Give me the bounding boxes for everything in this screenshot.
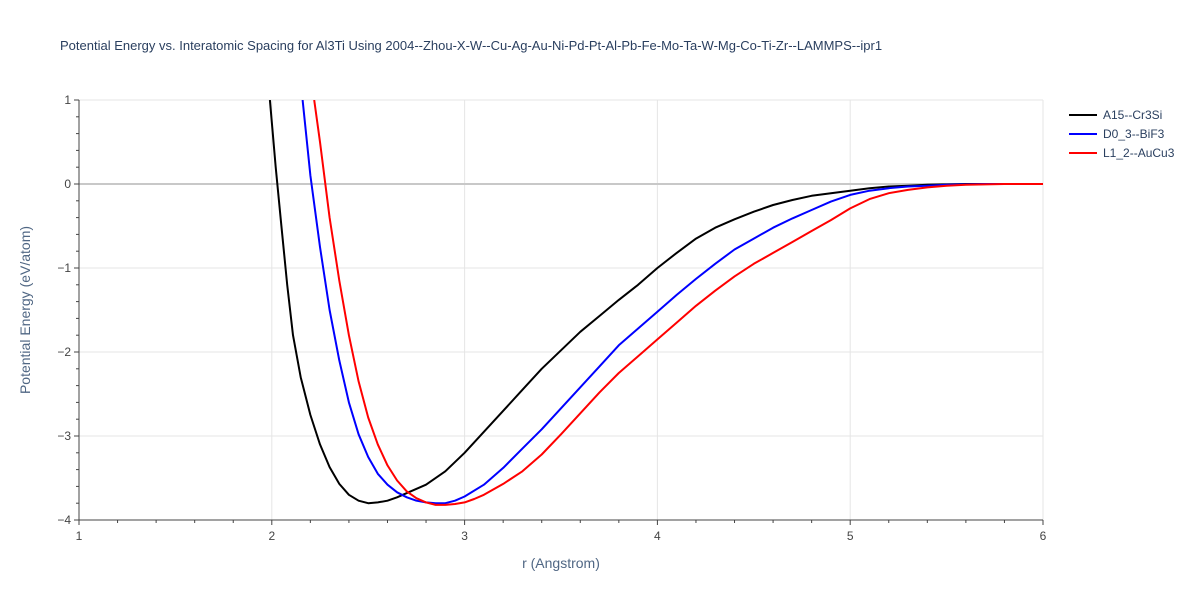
legend[interactable]: A15--Cr3Si D0_3--BiF3 L1_2--AuCu3 <box>1069 108 1175 160</box>
y-tick-label: −4 <box>57 513 71 527</box>
series-line-1 <box>301 100 1043 505</box>
series-line-0 <box>268 100 1043 505</box>
x-tick-label: 5 <box>847 529 854 543</box>
x-tick-label: 2 <box>268 529 275 543</box>
y-axis-title: Potential Energy (eV/atom) <box>17 226 33 394</box>
axes <box>74 99 1044 525</box>
y-tick-label: −2 <box>57 345 71 359</box>
x-tick-label: 1 <box>76 529 83 543</box>
x-axis-ticks: 1 2 3 4 5 6 <box>76 529 1047 543</box>
x-tick-label: 6 <box>1040 529 1047 543</box>
plot-area <box>268 100 1043 506</box>
y-tick-label: 1 <box>64 93 71 107</box>
x-tick-label: 4 <box>654 529 661 543</box>
x-axis-title: r (Angstrom) <box>522 555 600 571</box>
chart-title: Potential Energy vs. Interatomic Spacing… <box>60 38 882 53</box>
legend-label: D0_3--BiF3 <box>1103 127 1165 141</box>
y-axis-ticks: −4 −3 −2 −1 0 1 <box>57 93 71 527</box>
y-tick-label: −1 <box>57 261 71 275</box>
x-tick-label: 3 <box>461 529 468 543</box>
legend-item-1[interactable]: D0_3--BiF3 <box>1069 127 1165 141</box>
gridlines <box>79 99 1044 520</box>
legend-item-0[interactable]: A15--Cr3Si <box>1069 108 1162 122</box>
legend-label: L1_2--AuCu3 <box>1103 146 1175 160</box>
legend-item-2[interactable]: L1_2--AuCu3 <box>1069 146 1175 160</box>
y-tick-label: 0 <box>64 177 71 191</box>
series-line-2 <box>313 100 1043 506</box>
y-tick-label: −3 <box>57 429 71 443</box>
legend-label: A15--Cr3Si <box>1103 108 1162 122</box>
